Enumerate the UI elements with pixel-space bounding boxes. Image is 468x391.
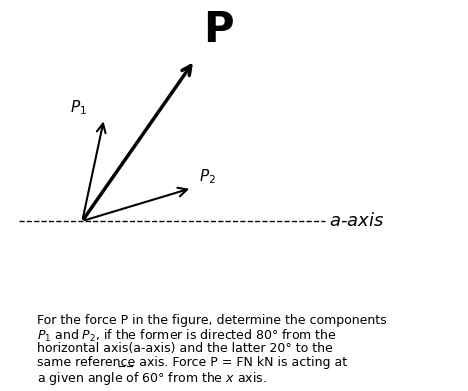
- Text: $P_2$: $P_2$: [199, 167, 216, 186]
- Text: For the force P in the figure, determine the components: For the force P in the figure, determine…: [37, 314, 387, 327]
- Text: a given angle of 60° from the $x$ axis.: a given angle of 60° from the $x$ axis.: [37, 370, 267, 387]
- Text: horizontal axis(a-axis) and the latter 20° to the: horizontal axis(a-axis) and the latter 2…: [37, 342, 333, 355]
- Text: same reference axis. Force P = FN kN is acting at: same reference axis. Force P = FN kN is …: [37, 356, 347, 369]
- Text: $a$-axis: $a$-axis: [329, 212, 385, 230]
- Text: P: P: [204, 9, 234, 51]
- Text: $P_1$ and $P_2$, if the former is directed 80° from the: $P_1$ and $P_2$, if the former is direct…: [37, 328, 337, 344]
- Text: $P_1$: $P_1$: [70, 98, 88, 117]
